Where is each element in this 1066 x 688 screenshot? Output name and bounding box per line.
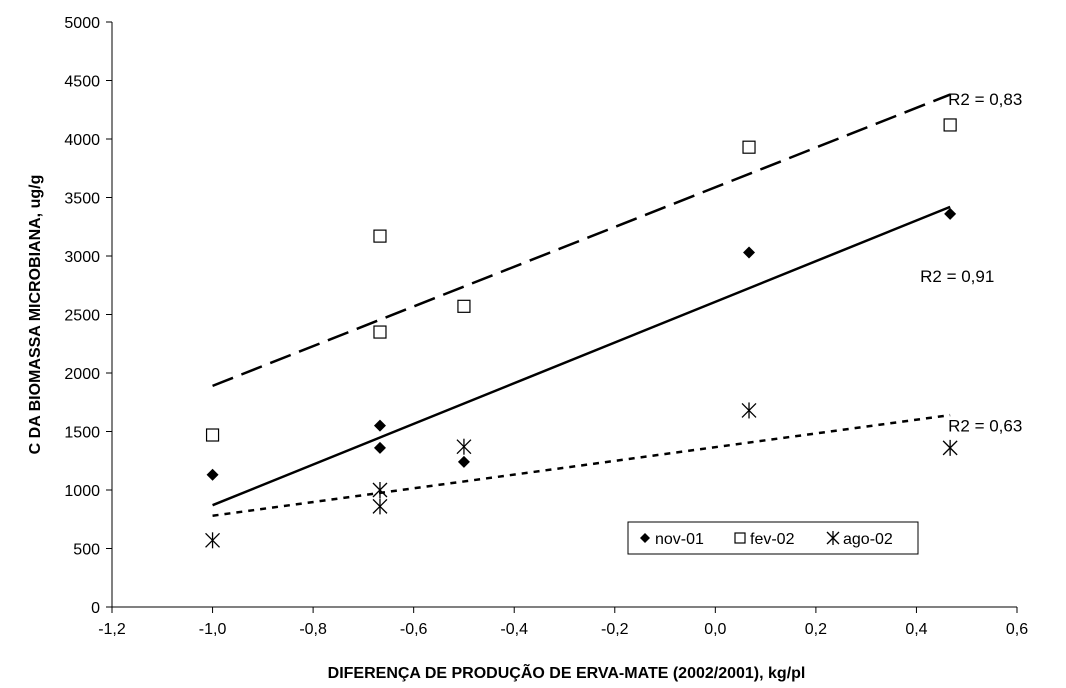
diamond-marker-shape: [457, 455, 470, 468]
data-point-fev-02: [373, 229, 387, 243]
diamond-marker-shape: [743, 246, 756, 259]
square-marker-shape: [734, 532, 746, 544]
square-marker-shape: [373, 229, 387, 243]
data-point-nov-01: [373, 441, 386, 454]
x-tick-label: -0,8: [299, 621, 327, 638]
y-tick-label: 0: [91, 600, 100, 617]
data-point-nov-01: [206, 468, 219, 481]
legend-marker-ago-02: [826, 531, 840, 545]
axes: 0 500 1000 1500 2000 2500 3000 3500 4000 4500 5000…: [64, 15, 1028, 638]
data-point-fev-02: [943, 118, 957, 132]
x-tick-label: -0,2: [601, 621, 629, 638]
diamond-marker-shape: [373, 419, 386, 432]
y-tick-label: 2000: [64, 366, 100, 383]
square-marker-shape: [943, 118, 957, 132]
y-tick-label: 500: [73, 542, 100, 559]
data-point-ago-02: [942, 439, 958, 456]
diamond-marker-shape: [373, 441, 386, 454]
data-point-fev-02: [457, 299, 471, 313]
square-marker-shape: [457, 299, 471, 313]
data-point-ago-02: [372, 498, 388, 515]
square-marker-shape: [205, 428, 220, 442]
square-marker-shape: [373, 325, 387, 339]
x-tick-label: -0,4: [500, 621, 528, 638]
data-point-nov-01: [944, 207, 957, 220]
legend-marker-nov-01: [640, 533, 650, 543]
y-tick-label: 1000: [64, 483, 100, 500]
r2-labels: R2 = 0,91 R2 = 0,83 R2 = 0,63: [920, 90, 1022, 435]
x-tick-label: 0,0: [704, 621, 726, 638]
r2-label-fev-02: R2 = 0,83: [948, 90, 1022, 109]
r2-label-nov-01: R2 = 0,91: [920, 267, 994, 286]
trendline-ago-02: [212, 413, 951, 517]
data-point-ago-02: [372, 482, 388, 498]
data-point-ago-02: [456, 438, 472, 455]
x-tick-label: -1,2: [98, 621, 126, 638]
data-point-fev-02: [373, 325, 387, 339]
y-axis-title: C DA BIOMASSA MICROBIANA, ug/g: [27, 175, 44, 455]
legend-label-fev-02: fev-02: [750, 531, 795, 548]
x-tick-label: 0,4: [905, 621, 927, 638]
x-tick-label: -0,6: [400, 621, 428, 638]
trendline-nov-01: [212, 205, 951, 507]
diamond-marker-shape: [944, 207, 957, 220]
legend: nov-01 fev-02 ago-02: [627, 521, 919, 555]
x-tick-label: 0,2: [805, 621, 827, 638]
data-point-ago-02: [205, 532, 221, 549]
y-tick-label: 2500: [64, 308, 100, 325]
y-tick-label: 5000: [64, 15, 100, 32]
square-marker-shape: [742, 140, 756, 154]
data-point-fev-02: [205, 428, 220, 442]
legend-label-ago-02: ago-02: [843, 531, 893, 548]
legend-label-nov-01: nov-01: [655, 531, 704, 548]
data-point-nov-01: [373, 419, 386, 432]
data-point-nov-01: [743, 246, 756, 259]
y-tick-label: 1500: [64, 425, 100, 442]
data-point-fev-02: [742, 140, 756, 154]
legend-box: [627, 521, 919, 555]
x-tick-label: 0,6: [1006, 621, 1028, 638]
diamond-marker-shape: [640, 533, 650, 543]
legend-marker-fev-02: [734, 532, 746, 544]
diamond-marker-shape: [206, 468, 219, 481]
data-point-ago-02: [741, 402, 757, 419]
data-point-nov-01: [457, 455, 470, 468]
y-tick-label: 4000: [64, 132, 100, 149]
trendlines: [212, 93, 951, 517]
trendline-fev-02: [212, 93, 951, 388]
data-markers: [205, 118, 958, 549]
y-tick-label: 3500: [64, 191, 100, 208]
y-tick-label: 4500: [64, 74, 100, 91]
x-tick-label: -1,0: [199, 621, 227, 638]
y-tick-label: 3000: [64, 249, 100, 266]
r2-label-ago-02: R2 = 0,63: [948, 417, 1022, 436]
x-axis-title: DIFERENÇA DE PRODUÇÃO DE ERVA-MATE (2002…: [328, 662, 806, 682]
